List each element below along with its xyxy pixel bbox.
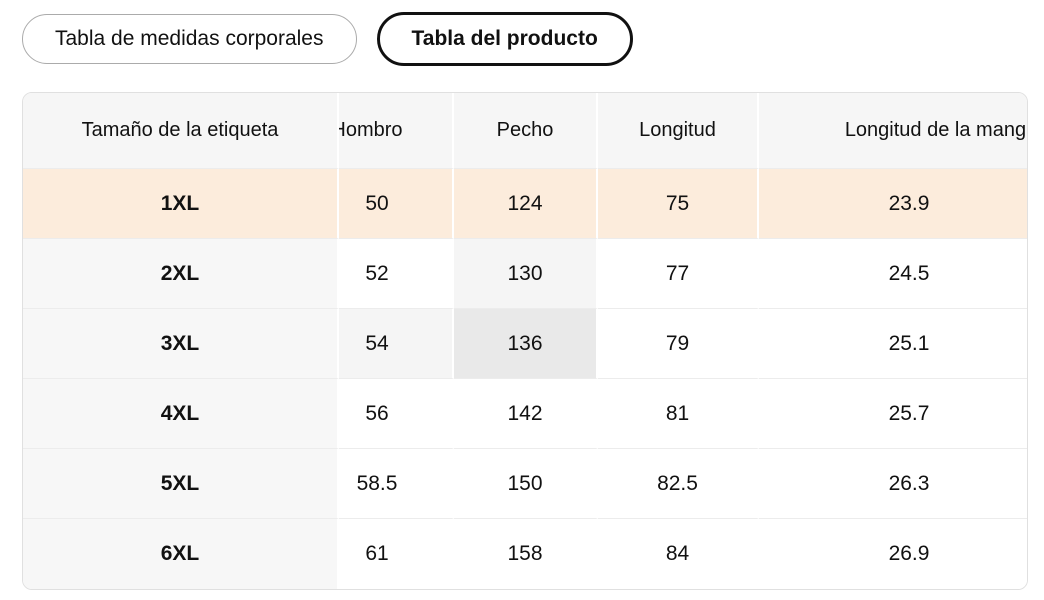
size-cell[interactable]: 4XL [23,379,339,449]
table-row-2xl[interactable]: 2XL 52 130 77 24.5 [23,239,1027,309]
value-cell[interactable]: 158 [454,519,598,589]
table-header: Tamaño de la etiqueta Hombro Pecho Longi… [23,93,1027,169]
value-cell[interactable]: 82.5 [598,449,759,519]
size-cell[interactable]: 2XL [23,239,339,309]
value-cell[interactable]: 25.7 [759,379,1027,449]
value-cell[interactable]: 26.3 [759,449,1027,519]
column-header-label-size: Tamaño de la etiqueta [23,93,339,169]
table-row-3xl[interactable]: 3XL 54 136 79 25.1 [23,309,1027,379]
tab-product-measurements[interactable]: Tabla del producto [376,12,633,66]
value-cell[interactable]: 75 [598,169,759,239]
value-cell[interactable]: 26.9 [759,519,1027,589]
value-cell[interactable]: 124 [454,169,598,239]
value-cell[interactable]: 84 [598,519,759,589]
table-body: 1XL 50 124 75 23.9 2XL 52 130 77 24.5 3X… [23,169,1027,589]
tab-body-measurements[interactable]: Tabla de medidas corporales [22,14,357,64]
table-row-6xl[interactable]: 6XL 61 158 84 26.9 [23,519,1027,589]
size-cell[interactable]: 3XL [23,309,339,379]
value-cell[interactable]: 77 [598,239,759,309]
table-row-1xl[interactable]: 1XL 50 124 75 23.9 [23,169,1027,239]
size-cell[interactable]: 1XL [23,169,339,239]
table-row-5xl[interactable]: 5XL 58.5 150 82.5 26.3 [23,449,1027,519]
value-cell[interactable]: 142 [454,379,598,449]
column-header-length: Longitud [598,93,759,169]
value-cell[interactable]: 81 [598,379,759,449]
chart-tabs: Tabla de medidas corporales Tabla del pr… [22,12,1028,66]
value-cell[interactable]: 150 [454,449,598,519]
value-cell[interactable]: 25.1 [759,309,1027,379]
size-table-container[interactable]: Tamaño de la etiqueta Hombro Pecho Longi… [22,92,1028,590]
size-table: Tamaño de la etiqueta Hombro Pecho Longi… [23,93,1027,589]
column-header-chest: Pecho [454,93,598,169]
value-cell[interactable]: 130 [454,239,598,309]
value-cell[interactable]: 24.5 [759,239,1027,309]
size-cell[interactable]: 6XL [23,519,339,589]
header-row: Tamaño de la etiqueta Hombro Pecho Longi… [23,93,1027,169]
value-cell[interactable]: 23.9 [759,169,1027,239]
table-row-4xl[interactable]: 4XL 56 142 81 25.7 [23,379,1027,449]
value-cell-hovered[interactable]: 136 [454,309,598,379]
size-cell[interactable]: 5XL [23,449,339,519]
column-header-sleeve-length: Longitud de la manga [759,93,1027,169]
value-cell[interactable]: 79 [598,309,759,379]
